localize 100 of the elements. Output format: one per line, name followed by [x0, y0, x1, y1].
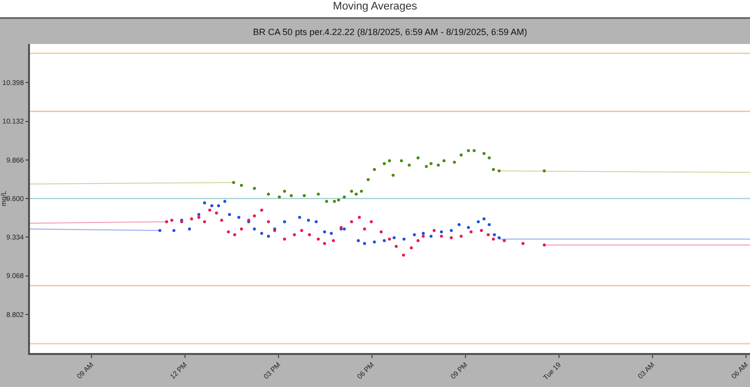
point: [410, 246, 413, 250]
point: [460, 153, 463, 156]
point: [325, 200, 328, 203]
point: [172, 228, 176, 232]
point: [460, 234, 463, 238]
point: [394, 244, 398, 248]
point: [308, 233, 311, 236]
point: [480, 228, 483, 232]
point: [363, 242, 366, 246]
point: [380, 230, 383, 234]
point: [412, 233, 416, 236]
point: [402, 254, 406, 257]
point: [382, 162, 386, 166]
point: [197, 212, 200, 216]
point: [450, 236, 453, 240]
point: [283, 238, 286, 241]
point: [208, 208, 212, 212]
point: [466, 226, 470, 230]
point: [424, 165, 428, 168]
point: [354, 192, 358, 196]
point: [360, 190, 363, 193]
point: [430, 234, 433, 238]
point: [197, 216, 200, 219]
point: [237, 216, 240, 219]
point: [542, 243, 546, 246]
point: [165, 220, 168, 224]
point: [252, 227, 256, 230]
point: [266, 220, 270, 224]
point: [476, 220, 480, 224]
chart-subtitle: BR CA 50 pts per.4.22.22 (8/18/2025, 6:59 AM - 8/19/2025, 6:59 AM): [253, 27, 528, 37]
point: [408, 164, 411, 167]
point: [472, 149, 476, 152]
point: [502, 239, 506, 242]
point: [458, 223, 461, 226]
point: [233, 233, 236, 236]
point: [290, 194, 293, 198]
point: [422, 234, 425, 238]
point: [436, 164, 440, 167]
point: [470, 230, 473, 234]
point: [332, 239, 335, 242]
point: [492, 238, 495, 241]
point: [440, 234, 443, 238]
point: [350, 220, 354, 224]
point: [416, 239, 420, 242]
point: [450, 228, 453, 232]
point: [252, 214, 256, 218]
point: [203, 220, 206, 224]
point: [278, 196, 281, 199]
point: [240, 184, 243, 187]
point: [323, 230, 326, 234]
point: [521, 242, 524, 246]
point: [466, 149, 470, 152]
point: [330, 232, 333, 235]
point: [190, 217, 194, 220]
point: [432, 228, 436, 232]
point: [442, 159, 446, 162]
point: [492, 233, 496, 236]
point: [416, 156, 420, 160]
point: [220, 218, 224, 222]
point: [316, 238, 320, 241]
point: [283, 220, 286, 224]
point: [498, 236, 501, 240]
point: [488, 223, 491, 226]
point: [350, 190, 354, 193]
point: [400, 159, 403, 162]
point: [382, 239, 386, 242]
point: [210, 204, 214, 208]
point: [422, 232, 425, 235]
point: [188, 227, 191, 230]
point: [292, 233, 296, 236]
point: [226, 230, 230, 234]
point: [283, 190, 286, 193]
point: [228, 212, 231, 216]
point: [372, 168, 376, 171]
point: [392, 236, 396, 240]
point: [252, 186, 256, 190]
point: [260, 232, 264, 235]
point: [214, 212, 218, 215]
point: [358, 216, 361, 219]
point: [158, 228, 162, 232]
point: [323, 242, 326, 246]
point: [356, 239, 360, 242]
point: [266, 192, 270, 196]
point: [306, 218, 310, 222]
point: [482, 217, 486, 220]
point: [314, 220, 318, 224]
point: [240, 227, 243, 230]
point: [316, 192, 320, 196]
point: [302, 194, 306, 198]
point: [440, 230, 443, 234]
point: [486, 233, 490, 236]
point: [217, 204, 220, 208]
chart-title: Moving Averages: [332, 0, 418, 13]
point: [392, 174, 395, 177]
point: [298, 216, 302, 219]
point: [372, 240, 376, 244]
point: [492, 168, 495, 171]
point: [370, 220, 373, 224]
point: [342, 227, 346, 230]
point: [402, 238, 406, 241]
